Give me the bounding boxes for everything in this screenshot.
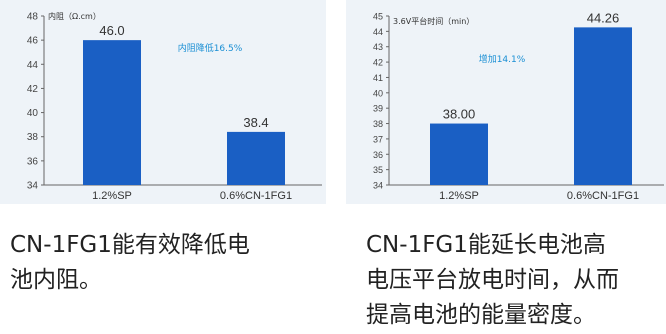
y-tick-label: 34 — [373, 181, 383, 191]
x-category-label: 1.2%SP — [439, 190, 479, 202]
x-category-label: 0.6%CN-1FG1 — [220, 190, 292, 202]
bar — [83, 40, 141, 186]
y-tick-label: 42 — [27, 84, 39, 95]
y-tick-label: 40 — [373, 88, 383, 98]
y-tick-label: 36 — [373, 150, 383, 160]
chart-title: 内阻（Ω.cm） — [48, 11, 101, 21]
y-tick-label: 48 — [27, 12, 39, 23]
y-tick-label: 37 — [373, 134, 383, 144]
bar — [227, 131, 285, 185]
bar-value-label: 44.26 — [587, 10, 620, 25]
chart-annotation: 增加14.1% — [479, 53, 526, 65]
y-tick-label: 38 — [27, 132, 39, 143]
caption-line-1: CN-1FG1能延长电池高 — [366, 232, 606, 258]
bar-value-label: 38.4 — [243, 115, 268, 130]
y-tick-label: 41 — [373, 73, 383, 83]
bar — [574, 27, 632, 185]
y-tick-label: 44 — [27, 60, 39, 71]
caption-internal-resistance: CN-1FG1能有效降低电 池内阻。 — [10, 228, 310, 298]
caption-platform-time: CN-1FG1能延长电池高 电压平台放电时间，从而 提高电池的能量密度。 — [366, 228, 662, 333]
y-tick-label: 42 — [373, 58, 383, 68]
y-tick-label: 39 — [373, 104, 383, 114]
y-tick-label: 44 — [373, 27, 383, 37]
chart-annotation: 内阻降低16.5% — [178, 42, 243, 54]
bar-value-label: 38.00 — [443, 107, 476, 122]
y-tick-label: 38 — [373, 119, 383, 129]
y-tick-label: 40 — [27, 108, 39, 119]
caption-line-2: 池内阻。 — [10, 267, 102, 293]
bar-value-label: 46.0 — [99, 23, 124, 38]
y-tick-label: 46 — [27, 36, 39, 47]
y-tick-label: 43 — [373, 42, 383, 52]
y-tick-label: 35 — [373, 165, 383, 175]
caption-line-3: 提高电池的能量密度。 — [366, 302, 596, 328]
caption-line-1: CN-1FG1能有效降低电 — [10, 232, 250, 258]
x-category-label: 0.6%CN-1FG1 — [567, 190, 639, 202]
y-tick-label: 36 — [27, 156, 39, 167]
y-tick-label: 45 — [373, 12, 383, 22]
y-tick-label: 34 — [27, 181, 39, 192]
chart-title: 3.6V平台时间（min） — [393, 16, 474, 26]
x-category-label: 1.2%SP — [92, 190, 132, 202]
caption-line-2: 电压平台放电时间，从而 — [366, 267, 619, 293]
bar — [430, 123, 488, 185]
